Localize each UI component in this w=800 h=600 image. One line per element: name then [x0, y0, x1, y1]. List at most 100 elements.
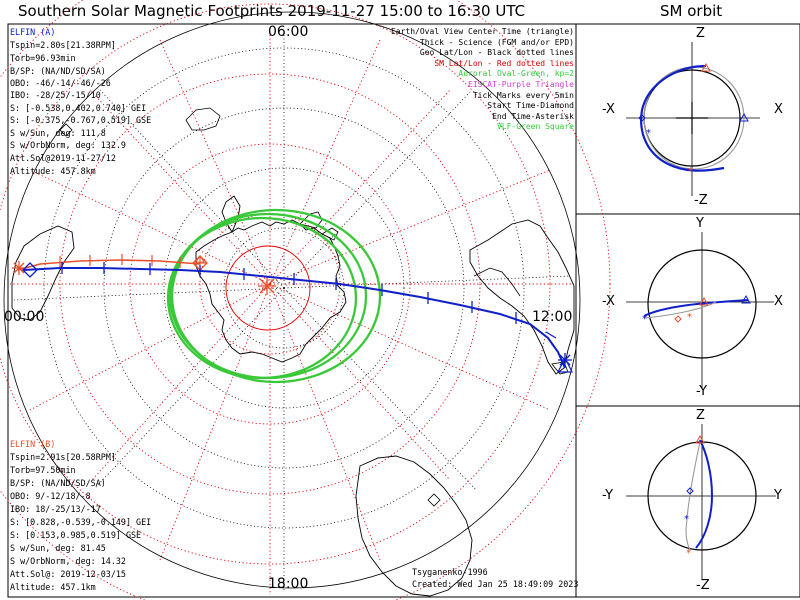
- sm-meridian: [159, 283, 271, 561]
- hour-label-right: 12:00: [532, 309, 573, 325]
- sm-meridian: [91, 283, 271, 481]
- elfin-b-end-asterisk: [12, 261, 26, 275]
- orbit-diamond: [686, 487, 694, 495]
- orbit-triangle: [695, 434, 705, 444]
- geo-lat-circle: [163, 167, 405, 409]
- ice-shelf: [299, 211, 323, 229]
- hour-label-top: 06:00: [268, 24, 309, 40]
- geo-lat-circle: [43, 47, 525, 529]
- elfin-a-s-gei: S: [-0.538,0.402,0.740] GEI: [10, 103, 147, 113]
- auroral-oval-outer: [170, 208, 382, 384]
- orbit-panel-xy: [575, 213, 800, 407]
- orbit-asterisk: *: [688, 166, 693, 177]
- elfin-b-altitude: Altitude: 457.1km: [10, 582, 96, 592]
- legend-eiscat: EISCAT-Purple Triangle: [468, 79, 574, 89]
- elfin-b-orbit: [643, 301, 717, 319]
- model-credit: Tsyganenko-1996: [412, 567, 488, 577]
- orbit-diamond: [674, 315, 682, 323]
- elfin-b-ibo: IBO: 18/-25/13/-17: [10, 504, 101, 514]
- sm-meridian: [269, 283, 381, 561]
- p1-axis-bottom: -Z: [694, 193, 708, 208]
- p3-axis-right: Y: [774, 488, 782, 503]
- legend-geo-grid: Geo Lat/Lon - Black dotted lines: [419, 48, 574, 58]
- orbit-xy-plot: * *: [626, 232, 774, 388]
- polar-map: [0, 0, 611, 600]
- legend-end: End Time-Asterisk: [492, 111, 574, 121]
- small-island: [59, 123, 73, 137]
- orbit-triangle: [699, 296, 709, 306]
- elfin-a-s-gse: S: [-0.375,-0.767,0.519] GSE: [10, 115, 152, 125]
- geo-lat-circle: [223, 227, 345, 349]
- elfin-a-bsp: B/SP: (NA/ND/SD/SA): [10, 66, 106, 76]
- elfin-a-altitude: Altitude: 457.8km: [10, 166, 96, 176]
- australia-coastline: [11, 225, 75, 321]
- elfin-b-bsp: B/SP: (NA/ND/SD/SA): [10, 478, 106, 488]
- elfin-a-att-sol: Att.Sol@2019-11-27/12: [10, 153, 116, 163]
- orbit-panel-yz: [575, 405, 800, 598]
- elfin-a-ticks: [61, 262, 557, 339]
- auroral-oval-mid: [166, 216, 358, 380]
- orbit-diamond: [638, 114, 646, 122]
- p2-axis-left: -X: [602, 294, 615, 309]
- p3-axis-bottom: -Z: [696, 578, 710, 593]
- elfin-a-start-diamond: [22, 262, 38, 278]
- p2-axis-top: Y: [696, 216, 704, 231]
- new-zealand: [185, 107, 221, 131]
- sm-pole-asterisk: [258, 277, 276, 295]
- orbit-yz-plot: * *: [626, 424, 776, 580]
- elfin-b-ticks: [59, 254, 181, 268]
- legend-ticks: Tick Marks every 5min: [472, 90, 574, 100]
- elfin-b-tspin: Tspin=2.91s[20.58RPM]: [10, 452, 116, 462]
- elfin-a-orbit-arc: [640, 64, 725, 172]
- sm-lat-circle: [0, 3, 551, 565]
- south-america-detail: [473, 267, 521, 297]
- elfin-b-torb: Torb=97.50min: [10, 465, 76, 475]
- legend: Earth/Oval View Center Time (triangle) T…: [391, 27, 574, 133]
- elfin-a-header: ELFIN (A): [10, 27, 56, 37]
- orbit-asterisk: *: [687, 312, 692, 323]
- earth-circle: [647, 249, 757, 359]
- legend-start: Start Time-Diamond: [487, 101, 574, 111]
- sm-meridian: [269, 283, 451, 481]
- orbit-triangle: [741, 294, 751, 304]
- hour-label-bottom: 18:00: [268, 576, 309, 592]
- created-timestamp: Created: Wed Jan 25 18:49:09 2023: [412, 579, 579, 589]
- legend-sm-grid: SM Lat/Lon - Red dotted lines: [434, 58, 574, 68]
- horizon-circle: [3, 11, 581, 589]
- orbit-triangle: [739, 112, 749, 122]
- elfin-b-s-sun: S w/Sun, deg: 81.45: [10, 543, 106, 553]
- orbit-asterisk: *: [646, 128, 651, 139]
- p3-axis-left: -Y: [602, 488, 614, 503]
- sm-pole-circle: [225, 245, 311, 331]
- elfin-a-tspin: Tspin=2.80s[21.38RPM]: [10, 40, 116, 50]
- sm-meridian: [269, 39, 381, 285]
- small-island: [427, 493, 441, 507]
- elfin-b-header: ELFIN (B): [10, 439, 56, 449]
- elfin-a-orbit-arc: [695, 439, 714, 549]
- p1-axis-right: X: [774, 102, 783, 117]
- elfin-a-obo: OBO: -46/-14/-46/-26: [10, 78, 111, 88]
- sm-meridian: [29, 283, 271, 411]
- geo-lat-circle: [103, 107, 465, 469]
- orbit-triangle: [701, 62, 711, 72]
- view-center-triangle: [557, 356, 573, 373]
- sm-meridian: [269, 169, 551, 285]
- elfin-b-s-orbnorm: S w/OrbNorm, deg: 14.32: [10, 556, 126, 566]
- elfin-b-triangle: [195, 255, 205, 263]
- elfin-a-torb: Torb=96.93min: [10, 53, 76, 63]
- africa-coastline: [355, 455, 473, 597]
- sm-meridian: [269, 283, 551, 411]
- elfin-a-orbit-arc: [643, 299, 749, 317]
- legend-science: Thick - Science (FGM and/or EPD): [419, 37, 574, 47]
- sm-lat-circle: [59, 73, 481, 495]
- geo-meridian: [283, 287, 477, 491]
- sm-lat-circle: [129, 143, 411, 425]
- orbit-asterisk: *: [686, 548, 691, 559]
- p1-axis-left: -X: [602, 102, 615, 117]
- orbit-panel-xz: [575, 23, 800, 215]
- auroral-ovals: [166, 208, 382, 384]
- elfin-a-ibo: IBO: -28/25/-15/10: [10, 90, 101, 100]
- elfin-b-s-gei: S: [0.828,-0.539,-0.149] GEI: [10, 517, 152, 527]
- coast-detail: [321, 227, 339, 241]
